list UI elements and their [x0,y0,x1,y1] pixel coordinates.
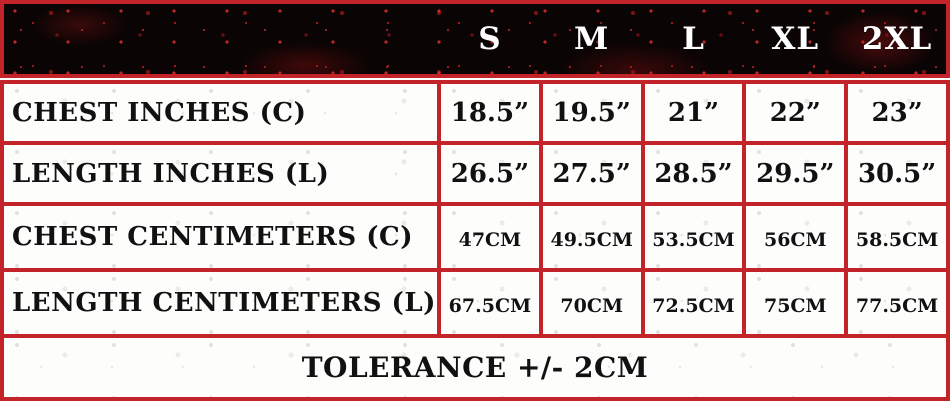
header-size-l: L [682,21,705,57]
header-size-s: S [478,21,502,57]
chest-inches-xl: 22” [746,84,845,141]
chest-inches-2xl: 23” [848,84,946,141]
size-chart-header-row: S M L XL 2XL [0,0,950,78]
length-cm-2xl: 77.5cm [848,272,946,334]
length-inches-xl: 29.5” [746,145,845,202]
chest-inches-s: 18.5” [441,84,539,141]
size-chart-body: CHEST INCHES (C) 18.5” 19.5” 21” 22” 23”… [0,80,950,401]
chest-cm-m: 49.5cm [542,206,641,268]
header-body-divider [0,78,950,80]
header-size-xl: XL [771,21,820,57]
chest-cm-2xl: 58.5cm [848,206,946,268]
chest-inches-m: 19.5” [542,84,641,141]
length-cm-xl: 75cm [746,272,845,334]
length-inches-2xl: 30.5” [848,145,946,202]
length-cm-s: 67.5cm [441,272,539,334]
chest-inches-l: 21” [644,84,743,141]
chest-cm-l: 53.5cm [644,206,743,268]
row-label-length-centimeters: LENGTH CENTIMETERS (L) [4,272,437,334]
row-label-chest-centimeters: CHEST CENTIMETERS (C) [4,206,437,268]
header-size-2xl: 2XL [861,21,933,57]
length-cm-m: 70cm [542,272,641,334]
row-label-length-inches: LENGTH INCHES (L) [4,145,437,202]
length-inches-l: 28.5” [644,145,743,202]
header-size-m: M [574,21,610,57]
length-inches-s: 26.5” [441,145,539,202]
length-inches-m: 27.5” [542,145,641,202]
tolerance-note: TOLERANCE +/- 2CM [4,338,946,397]
length-cm-l: 72.5cm [644,272,743,334]
row-label-chest-inches: CHEST INCHES (C) [4,84,437,141]
chest-cm-xl: 56cm [746,206,845,268]
chest-cm-s: 47cm [441,206,539,268]
